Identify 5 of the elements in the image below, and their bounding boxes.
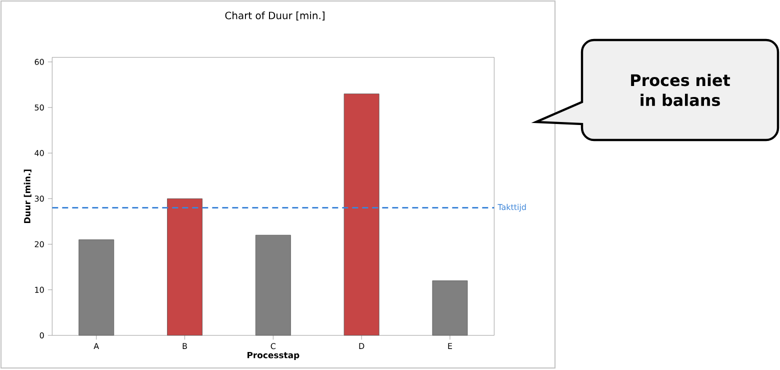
chart-title: Chart of Duur [min.] (225, 12, 324, 20)
bar (167, 198, 202, 336)
x-axis-title: Processtap (248, 352, 300, 360)
bar (344, 94, 380, 336)
y-axis-title: Duur [min.] (24, 170, 32, 224)
